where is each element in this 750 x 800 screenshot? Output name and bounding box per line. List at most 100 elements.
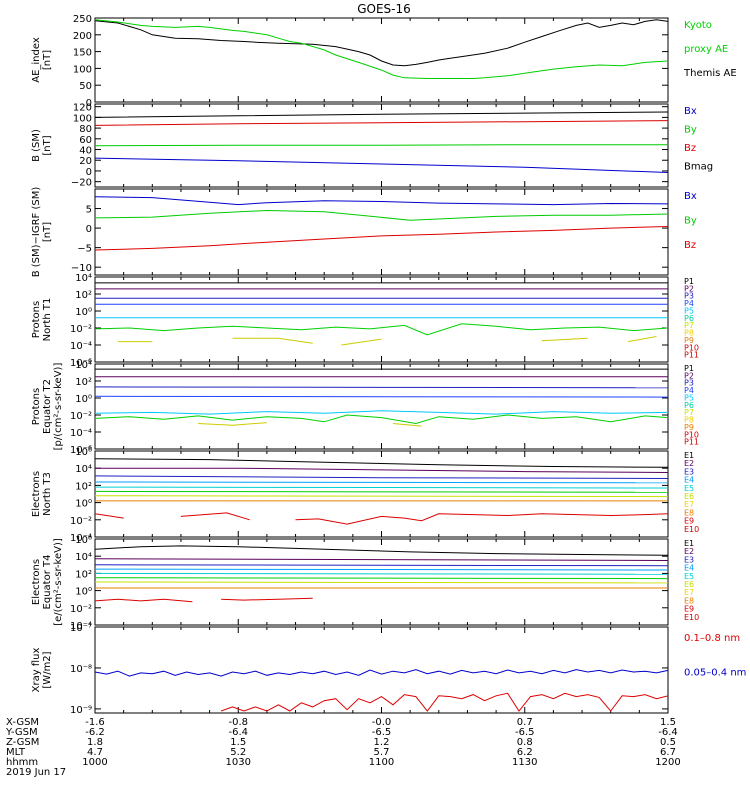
footer-row-label: hhmm [6,757,38,768]
series-line [95,157,668,173]
y-axis-label: North T3 [42,472,53,516]
date-label: 2019 Jun 17 [6,767,66,778]
footer-value: 1030 [226,757,251,768]
y-tick-label: 10⁴ [75,273,92,284]
legend-item: P6 [684,401,694,410]
y-tick-label: 10⁴ [75,360,92,371]
footer-value: 1.2 [374,737,390,748]
legend-item: Kyoto [684,20,712,31]
series-line [95,486,668,489]
legend-item: P6 [684,314,694,323]
legend-item: E6 [684,580,694,589]
y-tick-label: −20 [71,178,92,189]
footer-value: 0.7 [517,717,533,728]
footer-value: 0.8 [517,737,533,748]
y-axis-label: Xray flux [31,648,42,693]
legend-item: P5 [684,306,694,315]
series-line [95,581,668,584]
footer-value: 1100 [369,757,394,768]
legend-item: P2 [684,371,694,380]
legend-item: E2 [684,459,694,468]
y-tick-label: 10⁰ [75,394,92,405]
y-tick-label: 10⁰ [75,499,92,510]
legend-item: E7 [684,588,694,597]
y-tick-label: −5 [77,244,92,255]
y-axis-label: [e/(cm²-s-sr-keV)] [53,538,64,626]
y-axis-label: [nT] [42,222,53,242]
y-tick-label: 0 [86,98,92,109]
series-line [95,196,668,206]
legend-item: Bz [684,240,696,251]
legend-item: P7 [684,408,694,417]
plot-title: GOES-16 [357,2,411,16]
legend-item: P3 [684,379,694,388]
series-line [95,475,668,479]
y-axis-label: B (SM)−IGRF (SM) [31,187,42,278]
series-line [95,19,668,79]
y-tick-label: 10⁻² [70,324,92,335]
y-axis-label: North T1 [42,298,53,342]
legend-item: E2 [684,547,694,556]
legend-item: P7 [684,321,694,330]
footer-value: 6.7 [660,747,676,758]
legend-item: E9 [684,605,694,614]
series-line [95,144,668,147]
series-line [95,577,668,580]
legend-item: P11 [684,438,699,447]
legend-item: E9 [684,517,694,526]
legend-item: Bz [684,143,696,154]
legend-item: P8 [684,416,694,425]
y-axis-label: Protons [31,301,42,338]
series-line [95,513,124,519]
footer-value: 6.2 [517,747,533,758]
legend-item: P10 [684,430,699,439]
y-tick-label: 80 [79,124,92,135]
y-tick-label: −10 [71,263,92,274]
series-line [95,490,668,493]
y-tick-label: 10⁻² [70,516,92,527]
footer-row-label: MLT [6,747,26,758]
series-line [95,481,668,484]
footer-value: -0.0 [372,717,392,728]
y-axis-label: Electrons [31,471,42,517]
y-tick-label: 5 [86,205,92,216]
footer-row-label: Z-GSM [6,737,39,748]
panel-frame [94,276,669,363]
legend-item: By [684,124,697,135]
y-tick-label: 10⁴ [75,464,92,475]
panel-protons_north: 10⁻⁶ 10⁻⁴ 10⁻² 10⁰ 10² 10⁴ Protons North T1 P1P2… [31,273,699,369]
legend-item: E7 [684,500,694,509]
y-tick-label: 10⁻⁴ [70,428,92,439]
legend-item: E5 [684,484,694,493]
series-line [95,495,668,498]
footer-value: 5.7 [374,747,390,758]
series-line [95,545,668,556]
series-line [95,467,668,473]
series-line [95,226,668,251]
legend-item: E8 [684,596,694,605]
y-tick-label: 10⁻⁴ [70,621,92,632]
y-tick-label: 10⁻⁶ [70,358,92,369]
y-tick-label: 10⁶ [75,535,92,546]
y-tick-label: 10⁰ [75,307,92,318]
legend-item: P10 [684,343,699,352]
footer-row-label: X-GSM [6,717,39,728]
y-tick-label: 0 [86,224,92,235]
y-axis-label: Electrons [31,559,42,605]
y-tick-label: 200 [73,31,92,42]
legend-item: P4 [684,299,694,308]
series-line [95,410,668,415]
y-tick-label: 120 [73,103,92,114]
y-tick-label: 60 [79,135,92,146]
series-line [198,422,267,426]
legend-item: Bx [684,106,697,117]
series-line [295,513,668,525]
series-line [220,692,668,712]
legend-item: Bx [684,191,697,202]
y-tick-label: 10⁻⁴ [70,533,92,544]
y-tick-label: 10² [75,569,92,580]
panel-frame [94,17,669,103]
series-line [95,414,668,425]
y-axis-label: [nT] [42,135,53,155]
footer-value: 5.2 [230,747,246,758]
